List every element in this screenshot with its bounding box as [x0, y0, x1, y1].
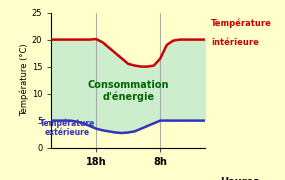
Text: Consommation: Consommation [87, 80, 169, 91]
Text: intérieure: intérieure [211, 38, 259, 47]
Text: Température: Température [40, 119, 95, 128]
Text: d'énergie: d'énergie [102, 91, 154, 102]
Text: Heures: Heures [220, 177, 259, 180]
Y-axis label: Température (°C): Température (°C) [19, 44, 29, 116]
Text: Température: Température [211, 19, 272, 28]
Text: extérieure: extérieure [45, 128, 90, 137]
